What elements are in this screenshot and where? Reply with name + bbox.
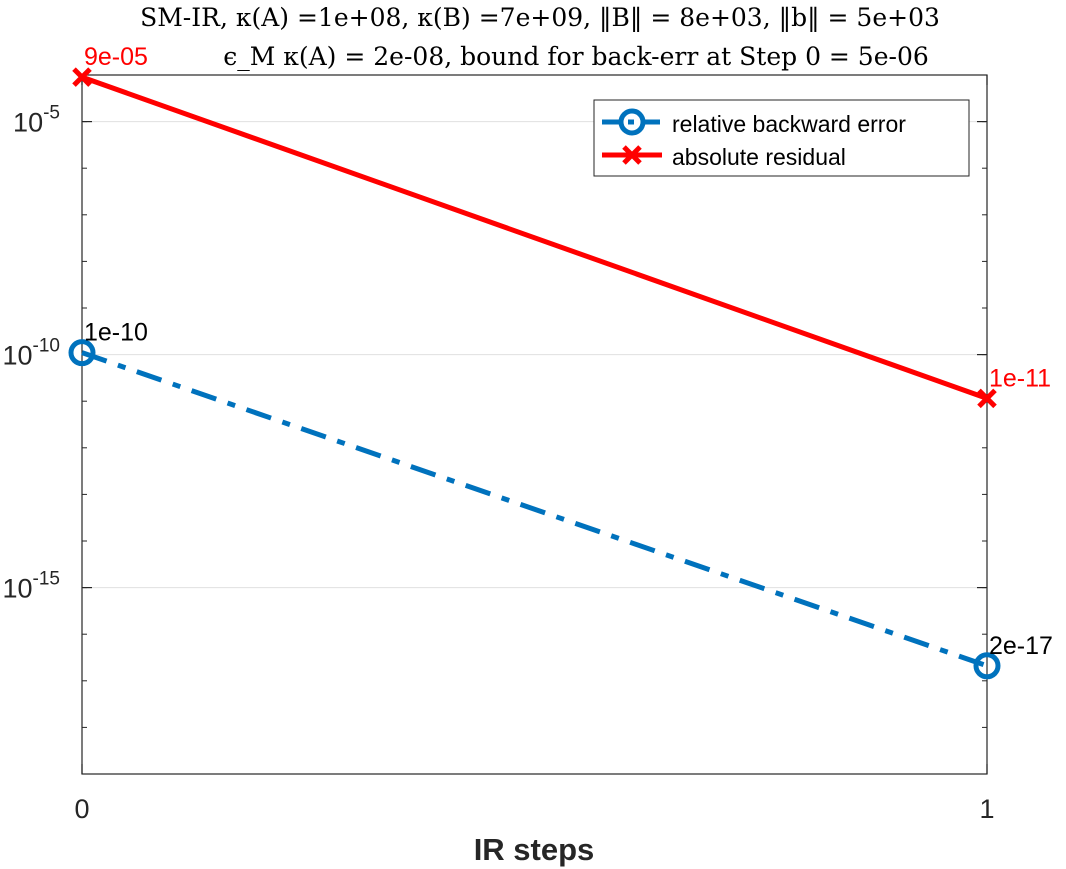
series-line-0	[81, 350, 988, 669]
data-point-marker	[973, 652, 1001, 680]
plot-area	[81, 74, 988, 775]
data-label: 2e-17	[989, 632, 1053, 660]
legend-box	[593, 99, 970, 177]
y-tick-label: 10-10	[2, 336, 60, 371]
chart-title-line1: SM-IR, κ(A) =1e+08, κ(B) =7e+09, ‖B‖ = 8…	[140, 3, 940, 33]
data-label: 1e-10	[84, 319, 148, 347]
data-point-marker	[68, 339, 96, 367]
series-line-1	[81, 74, 988, 401]
marker-x-stroke	[622, 145, 642, 165]
chart-title-line2: ϵ_M κ(A) = 2e-08, bound for back-err at …	[223, 42, 929, 71]
x-tick-label: 1	[979, 794, 994, 824]
marker-x-stroke	[72, 67, 92, 87]
y-tick-label: 10-15	[2, 569, 60, 604]
data-labels: 1e-10 2e-17 9e-05 1e-11	[84, 43, 1053, 660]
legend-marker	[618, 108, 646, 136]
y-axis-ticks: 10-5 10-10 10-15	[2, 103, 987, 604]
legend-label-absolute-residual: absolute residual	[672, 144, 846, 170]
data-label: 1e-11	[989, 364, 1051, 392]
legend-marker	[622, 145, 642, 165]
legend-entry-relative-backward-error	[602, 108, 662, 136]
grid	[82, 121, 987, 589]
y-tick-label: 10-5	[13, 103, 60, 138]
legend-label-relative-backward-error: relative backward error	[672, 111, 906, 137]
data-point-marker	[977, 388, 997, 409]
minor-ticks	[82, 74, 987, 775]
legend: relative backward error absolute residua…	[593, 99, 970, 177]
x-axis-label: IR steps	[474, 832, 595, 867]
data-label: 9e-05	[84, 43, 148, 71]
data-point-marker	[72, 67, 92, 87]
x-tick-label: 0	[74, 794, 89, 824]
series-layer	[68, 67, 1001, 680]
marker-x-stroke	[977, 388, 997, 409]
legend-entry-absolute-residual	[602, 145, 662, 165]
